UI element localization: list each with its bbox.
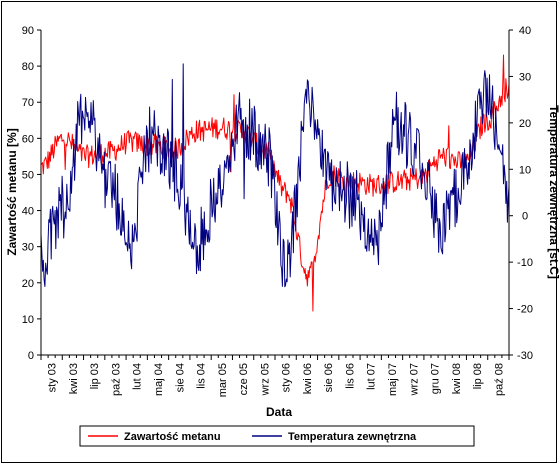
y2-tick-label-4: 10 [519,164,531,176]
x-tick-label-6: sie 04 [174,363,186,392]
x-tick-label-7: lis 04 [196,363,208,389]
x-tick-label-9: cze 05 [238,363,250,395]
y-tick-label-9: 90 [22,25,34,37]
x-tick-label-10: wrz 05 [259,363,271,396]
x-tick-label-17: wrz 07 [408,363,420,396]
left-y-ticks: 0 10 20 30 40 50 60 70 80 90 [22,25,41,362]
x-ticks: sty 03 kwi 03 lip 03 paź 03 lut 04 maj 04 sie … [40,355,510,397]
right-y-ticks: -30 -20 -10 0 10 20 30 40 [509,25,533,362]
x-tick-label-16: maj 07 [387,363,399,396]
series-layer [40,54,510,312]
y-tick-label-1: 10 [22,314,34,326]
legend: Zawartość metanu Temperatura zewnętrzna [79,425,475,447]
legend-label-temperatura-zewnetrzna: Temperatura zewnętrzna [288,431,417,443]
x-tick-label-1: kwi 03 [68,363,80,394]
x-tick-label-20: lip 08 [472,363,484,389]
y-tick-label-0: 0 [28,350,34,362]
y-tick-label-6: 60 [22,133,34,145]
series-line-1 [40,63,510,288]
x-tick-label-8: mar 05 [217,363,229,397]
y-axis-title: Zawartość metanu [%] [5,128,19,255]
y2-tick-label-3: 0 [522,211,528,223]
x-tick-label-12: kwi 06 [302,363,314,394]
x-tick-label-14: lis 06 [344,363,356,389]
y2-tick-label-2: -10 [517,257,533,269]
x-tick-label-19: kwi 08 [451,363,463,394]
x-tick-label-18: gru 07 [430,363,442,394]
y2-axis-title: Temperatura zewnętrzna [st.C] [547,105,560,279]
x-tick-label-11: sty 06 [281,363,293,392]
y-tick-label-3: 30 [22,242,34,254]
series-line-0 [40,54,510,312]
y2-tick-label-7: 40 [519,25,531,37]
x-tick-label-2: lip 03 [89,363,101,389]
x-axis-title: Data [266,405,292,419]
x-tick-label-13: sie 06 [323,363,335,392]
y-tick-label-8: 80 [22,61,34,73]
x-tick-label-15: lut 07 [366,363,378,390]
y2-tick-label-6: 30 [519,71,531,83]
y-tick-label-2: 20 [22,278,34,290]
y2-tick-label-0: -30 [517,350,533,362]
x-tick-label-21: paź 08 [493,363,505,396]
x-tick-label-0: sty 03 [47,363,59,392]
y-tick-label-4: 40 [22,206,34,218]
y2-tick-label-1: -20 [517,304,533,316]
x-tick-label-4: lut 04 [132,363,144,390]
x-tick-label-3: paź 03 [110,363,122,396]
x-tick-label-5: maj 04 [153,363,165,396]
y2-tick-label-5: 20 [519,118,531,130]
y-tick-label-5: 50 [22,169,34,181]
y-tick-label-7: 70 [22,97,34,109]
legend-label-zawartosc-metanu: Zawartość metanu [124,431,221,443]
